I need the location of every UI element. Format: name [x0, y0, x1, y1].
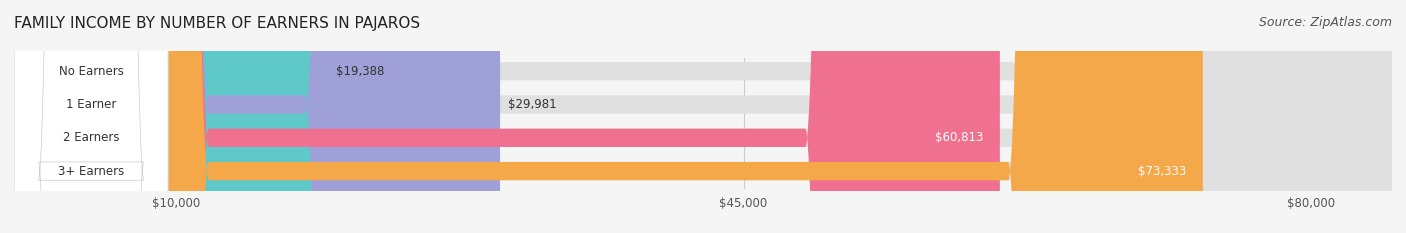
Text: $73,333: $73,333 — [1139, 164, 1187, 178]
FancyBboxPatch shape — [14, 0, 169, 233]
FancyBboxPatch shape — [14, 0, 1392, 233]
FancyBboxPatch shape — [14, 0, 1392, 233]
Text: $29,981: $29,981 — [508, 98, 557, 111]
Text: 2 Earners: 2 Earners — [63, 131, 120, 144]
FancyBboxPatch shape — [14, 0, 169, 233]
Text: Source: ZipAtlas.com: Source: ZipAtlas.com — [1258, 16, 1392, 29]
Text: $19,388: $19,388 — [336, 65, 385, 78]
FancyBboxPatch shape — [14, 0, 1392, 233]
FancyBboxPatch shape — [14, 0, 169, 233]
Text: 1 Earner: 1 Earner — [66, 98, 117, 111]
FancyBboxPatch shape — [14, 0, 169, 233]
FancyBboxPatch shape — [14, 0, 329, 233]
Text: FAMILY INCOME BY NUMBER OF EARNERS IN PAJAROS: FAMILY INCOME BY NUMBER OF EARNERS IN PA… — [14, 16, 420, 31]
Text: $60,813: $60,813 — [935, 131, 984, 144]
FancyBboxPatch shape — [14, 0, 501, 233]
FancyBboxPatch shape — [14, 0, 1000, 233]
Text: No Earners: No Earners — [59, 65, 124, 78]
FancyBboxPatch shape — [14, 0, 1392, 233]
FancyBboxPatch shape — [14, 0, 1202, 233]
Text: 3+ Earners: 3+ Earners — [58, 164, 124, 178]
